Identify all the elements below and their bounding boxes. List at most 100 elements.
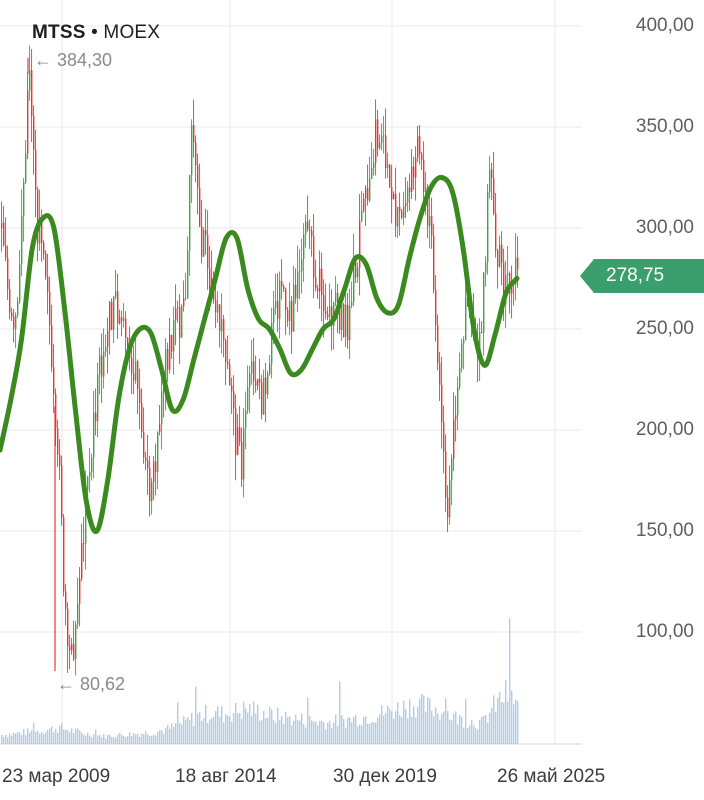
- volume-bar: [323, 722, 325, 744]
- volume-bar: [177, 702, 179, 744]
- volume-bar: [237, 713, 239, 744]
- volume-bar: [421, 694, 423, 744]
- volume-bar: [363, 717, 365, 744]
- volume-bar: [99, 734, 101, 744]
- candle-body: [165, 349, 167, 389]
- candle-body: [85, 489, 87, 544]
- volume-bar: [35, 731, 37, 744]
- candle-body: [279, 280, 281, 319]
- volume-bar: [59, 725, 61, 744]
- volume-bar: [71, 728, 73, 744]
- volume-bar: [517, 700, 519, 744]
- volume-bar: [95, 729, 97, 744]
- y-tick-label: 150,00: [635, 520, 694, 541]
- volume-bar: [513, 704, 515, 744]
- volume-bar: [285, 711, 287, 744]
- candle-body: [503, 262, 505, 305]
- volume-bar: [165, 727, 167, 744]
- volume-bar: [161, 730, 163, 744]
- candle-body: [7, 258, 9, 290]
- volume-bar: [491, 707, 493, 744]
- volume-bar: [435, 707, 437, 744]
- volume-bar: [155, 735, 157, 744]
- candle-body: [361, 210, 363, 222]
- volume-bar: [213, 716, 215, 744]
- volume-bar: [415, 717, 417, 744]
- volume-bar: [451, 720, 453, 744]
- y-tick-label: 300,00: [635, 217, 694, 238]
- volume-bar: [489, 712, 491, 744]
- candle-body: [243, 428, 245, 480]
- candle-body: [445, 451, 447, 498]
- candle-body: [29, 70, 31, 91]
- candle-body: [277, 301, 279, 319]
- candle-body: [399, 207, 401, 211]
- candle-body: [233, 391, 235, 409]
- candle-body: [125, 318, 127, 338]
- volume-bar: [325, 729, 327, 744]
- candle-body: [465, 297, 467, 340]
- volume-bar: [243, 701, 245, 744]
- candle-body: [271, 322, 273, 364]
- volume-bar: [305, 727, 307, 744]
- volume-bar: [13, 732, 15, 744]
- candle-body: [89, 472, 91, 477]
- candle-body: [463, 339, 465, 344]
- volume-bar: [87, 732, 89, 744]
- candle-body: [25, 153, 27, 183]
- volume-bar: [181, 724, 183, 744]
- candle-body: [179, 307, 181, 338]
- volume-bar: [113, 737, 115, 744]
- candle-body: [297, 271, 299, 299]
- volume-bar: [199, 712, 201, 744]
- candle-body: [249, 373, 251, 388]
- candle-body: [53, 367, 55, 395]
- candle-body: [403, 206, 405, 218]
- candle-body: [421, 154, 423, 161]
- volume-bar: [509, 618, 511, 744]
- volume-bar: [293, 720, 295, 744]
- x-tick-label: 23 мар 2009: [2, 766, 111, 787]
- volume-bar: [171, 723, 173, 744]
- candle-body: [157, 432, 159, 472]
- candle-body: [285, 288, 287, 311]
- volume-bar: [101, 737, 103, 744]
- candle-body: [177, 307, 179, 309]
- volume-bar: [251, 716, 253, 744]
- candle-body: [485, 262, 487, 273]
- candle-body: [373, 162, 375, 169]
- candle-body: [69, 646, 71, 651]
- candle-body: [73, 643, 75, 660]
- volume-bar: [307, 698, 309, 744]
- volume-bar: [465, 699, 467, 744]
- volume-bar: [375, 722, 377, 744]
- volume-bar: [223, 722, 225, 744]
- candle-body: [343, 304, 345, 337]
- candle-body: [205, 230, 207, 236]
- candle-body: [223, 319, 225, 341]
- candle-body: [43, 242, 45, 255]
- candle-body: [135, 361, 137, 381]
- volume-bar: [5, 734, 7, 744]
- candle-body: [133, 373, 135, 381]
- candle-body: [347, 304, 349, 341]
- volume-bar: [43, 734, 45, 744]
- candle-body: [357, 267, 359, 278]
- volume-bar: [397, 702, 399, 744]
- candle-body: [107, 330, 109, 347]
- volume-bar: [115, 737, 117, 744]
- volume-bar: [393, 718, 395, 744]
- candle-body: [173, 320, 175, 352]
- price-candles: [1, 45, 519, 676]
- candle-body: [433, 235, 435, 290]
- candle-body: [263, 377, 265, 415]
- volume-bar: [83, 734, 85, 744]
- candle-body: [3, 222, 5, 246]
- candle-body: [487, 191, 489, 263]
- volume-bar: [269, 706, 271, 744]
- x-tick-label: 18 авг 2014: [175, 766, 277, 787]
- volume-bar: [73, 733, 75, 744]
- candle-body: [365, 188, 367, 199]
- y-tick-label: 100,00: [635, 621, 694, 642]
- volume-bar: [133, 732, 135, 744]
